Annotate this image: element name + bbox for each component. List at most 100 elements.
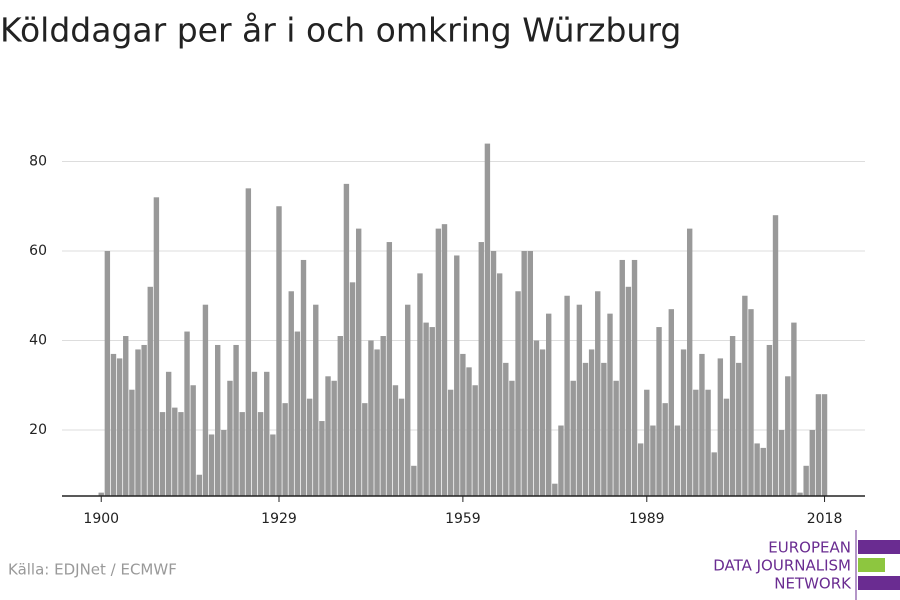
chart-title: Kölddagar per år i och omkring Würzburg: [0, 11, 681, 50]
bar: [288, 291, 294, 496]
bar: [558, 425, 564, 496]
bar: [282, 403, 288, 496]
bar: [705, 389, 711, 496]
x-tick-label: 1900: [83, 511, 119, 527]
bar: [588, 349, 595, 496]
bar: [490, 250, 497, 496]
source: Källa: EDJNet / ECMWF: [8, 561, 177, 579]
bar: [607, 313, 613, 496]
bar: [251, 371, 258, 496]
bar: [760, 447, 766, 496]
y-tick-label: 60: [29, 243, 47, 259]
bar: [723, 398, 730, 496]
bar: [729, 336, 736, 496]
bar: [527, 250, 534, 496]
bar: [693, 389, 699, 496]
bar: [257, 412, 264, 496]
x-tick-label: 1959: [445, 511, 481, 527]
bar: [374, 349, 380, 496]
bar: [644, 389, 650, 496]
bar: [754, 443, 760, 496]
bar: [601, 362, 607, 496]
bar: [582, 362, 589, 496]
bar: [509, 380, 515, 496]
bar: [306, 398, 313, 496]
bar: [196, 474, 203, 496]
bar: [141, 344, 147, 496]
bar: [656, 327, 662, 496]
x-tick-label: 2018: [807, 511, 843, 527]
bar: [680, 349, 687, 496]
bar: [576, 304, 583, 496]
logo-bar: [858, 576, 900, 590]
bar: [484, 143, 491, 497]
logo-bar: [858, 540, 900, 554]
bar: [736, 362, 742, 496]
bar: [533, 340, 540, 496]
bar: [104, 250, 111, 496]
bar: [98, 492, 104, 496]
bar: [521, 250, 527, 496]
bar: [398, 398, 405, 496]
logo: EUROPEAN DATA JOURNALISM NETWORK: [713, 530, 900, 600]
bar: [791, 322, 797, 496]
bar: [380, 336, 386, 496]
bar: [386, 242, 393, 496]
bar: [766, 344, 773, 496]
bar: [355, 228, 362, 496]
bar: [110, 353, 117, 496]
bar: [368, 340, 374, 496]
y-tick-label: 80: [29, 153, 47, 169]
bar: [233, 344, 239, 496]
bar: [742, 295, 748, 496]
bar: [208, 434, 215, 496]
bar: [319, 421, 325, 496]
bar: [264, 371, 270, 496]
bar: [405, 304, 411, 496]
bar: [411, 465, 417, 496]
bar: [239, 412, 245, 496]
bar: [637, 443, 644, 496]
bar: [711, 452, 717, 496]
bar: [466, 367, 472, 496]
bar: [552, 483, 558, 496]
bar: [674, 425, 681, 496]
bar: [116, 358, 123, 496]
bar: [447, 389, 454, 496]
x-tick-label: 1989: [629, 511, 665, 527]
bar: [613, 380, 619, 496]
bar: [503, 362, 509, 496]
bar: [362, 403, 368, 496]
bar: [325, 376, 331, 496]
bar: [172, 407, 178, 496]
bar: [392, 385, 399, 496]
bar: [564, 295, 570, 496]
bar: [778, 429, 785, 496]
bar: [454, 255, 460, 496]
bar: [129, 389, 135, 496]
bar: [772, 215, 779, 497]
bar: [595, 291, 601, 496]
x-tick-label: 1929: [261, 511, 297, 527]
bar: [686, 228, 693, 496]
bar: [631, 259, 638, 496]
bar: [717, 358, 724, 496]
y-tick-label: 20: [29, 422, 47, 438]
logo-text: EUROPEAN: [768, 539, 851, 557]
bar: [123, 336, 129, 496]
bar: [337, 336, 343, 496]
bar: [423, 322, 429, 496]
bar: [313, 304, 319, 496]
bar: [699, 353, 705, 496]
bar: [785, 376, 791, 496]
bar: [190, 385, 196, 496]
bar: [441, 224, 448, 496]
bar: [429, 327, 435, 496]
bar: [153, 197, 160, 496]
bar: [619, 259, 625, 496]
bar: [221, 429, 227, 496]
bar: [797, 492, 803, 496]
bar: [331, 380, 337, 496]
bar: [539, 349, 546, 496]
